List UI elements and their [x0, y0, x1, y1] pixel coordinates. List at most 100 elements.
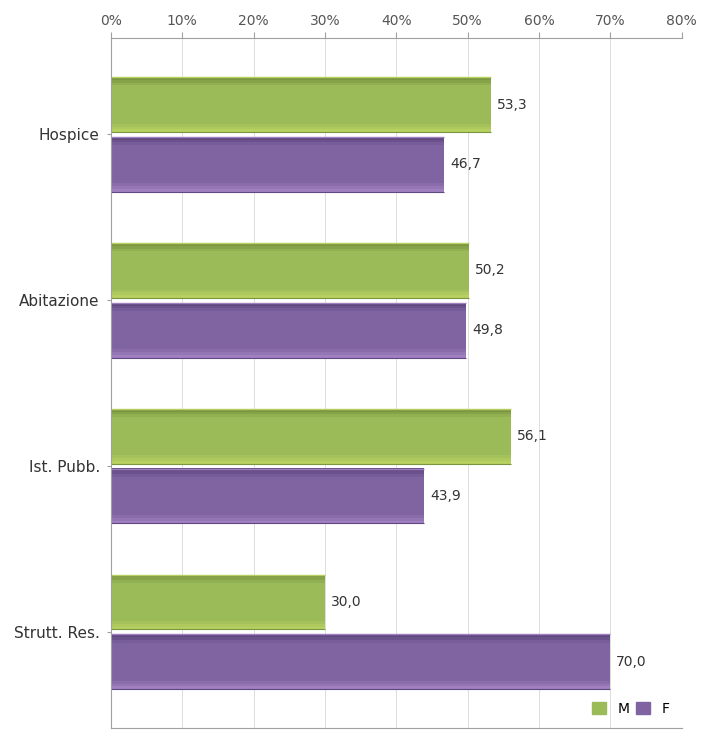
Bar [111, 335, 466, 338]
Bar [111, 616, 325, 619]
Bar [111, 613, 325, 616]
Bar [111, 670, 610, 673]
Bar [111, 246, 469, 249]
Text: 50,2: 50,2 [475, 263, 506, 278]
Bar [111, 683, 610, 686]
Bar [111, 667, 610, 670]
Bar [111, 597, 325, 600]
Bar [111, 634, 610, 637]
Bar [111, 471, 424, 474]
Bar [111, 257, 469, 260]
Legend: M, F: M, F [587, 696, 675, 721]
Bar [111, 487, 424, 490]
Bar [111, 183, 444, 186]
Bar [111, 479, 424, 482]
Bar [111, 278, 469, 281]
Bar [111, 292, 469, 295]
Bar [111, 624, 325, 627]
Bar [111, 96, 491, 99]
Bar [111, 482, 424, 485]
Bar [111, 88, 491, 91]
Bar [111, 270, 469, 273]
Bar [111, 80, 491, 83]
Bar [111, 121, 491, 124]
Bar [111, 510, 424, 513]
Bar [111, 436, 511, 439]
Bar [111, 139, 444, 142]
Bar [111, 273, 469, 276]
Bar [111, 284, 469, 287]
Bar [111, 91, 491, 93]
Bar [111, 327, 466, 330]
Bar [111, 251, 469, 254]
Bar [111, 303, 466, 306]
Bar [111, 430, 511, 433]
Bar [111, 490, 424, 493]
Bar [111, 110, 491, 113]
Bar [111, 651, 610, 654]
Bar [111, 504, 424, 507]
Bar [111, 180, 444, 183]
Bar [111, 458, 511, 461]
Bar [111, 126, 491, 129]
Bar [111, 626, 325, 629]
Bar [111, 164, 444, 167]
Bar [111, 447, 511, 450]
Bar [111, 515, 424, 518]
Bar [111, 145, 444, 148]
Bar [111, 656, 610, 659]
Bar [111, 324, 466, 327]
Bar [111, 148, 444, 151]
Bar [111, 493, 424, 496]
Bar [111, 675, 610, 678]
Text: 43,9: 43,9 [430, 489, 461, 503]
Bar [111, 456, 511, 458]
Bar [111, 680, 610, 683]
Bar [111, 461, 511, 464]
Bar [111, 137, 444, 139]
Bar [111, 678, 610, 681]
Bar [111, 643, 610, 646]
Bar [111, 347, 466, 349]
Bar [111, 254, 469, 257]
Bar [111, 286, 469, 289]
Bar [111, 580, 325, 583]
Bar [111, 82, 491, 85]
Bar [111, 316, 466, 319]
Bar [111, 585, 325, 588]
Bar [111, 468, 424, 471]
Bar [111, 439, 511, 441]
Bar [111, 349, 466, 352]
Bar [111, 582, 325, 585]
Text: 30,0: 30,0 [331, 595, 361, 609]
Bar [111, 156, 444, 159]
Bar [111, 153, 444, 156]
Bar [111, 306, 466, 308]
Bar [111, 422, 511, 425]
Bar [111, 151, 444, 154]
Bar [111, 591, 325, 594]
Bar [111, 281, 469, 284]
Bar [111, 344, 466, 347]
Bar [111, 332, 466, 335]
Bar [111, 507, 424, 510]
Bar [111, 672, 610, 675]
Bar [111, 170, 444, 173]
Bar [111, 417, 511, 420]
Bar [111, 322, 466, 325]
Bar [111, 260, 469, 262]
Bar [111, 77, 491, 80]
Bar [111, 425, 511, 428]
Bar [111, 686, 610, 689]
Text: 49,8: 49,8 [472, 324, 503, 337]
Bar [111, 265, 469, 268]
Bar [111, 621, 325, 624]
Bar [111, 453, 511, 456]
Bar [111, 186, 444, 189]
Bar [111, 295, 469, 298]
Bar [111, 420, 511, 423]
Bar [111, 113, 491, 116]
Bar [111, 129, 491, 132]
Bar [111, 308, 466, 311]
Bar [111, 409, 511, 412]
